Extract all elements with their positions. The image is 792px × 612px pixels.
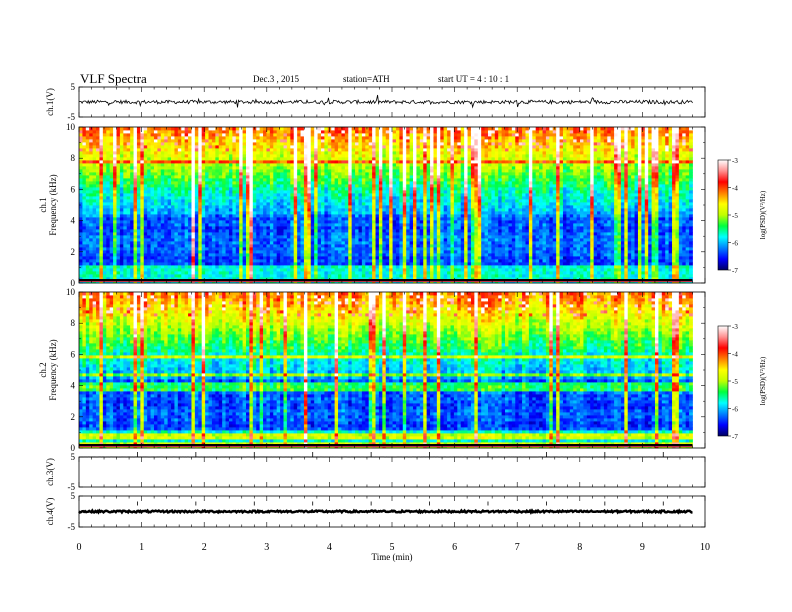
low-frequency-band [79,444,693,447]
low-frequency-band [79,279,693,282]
y-tick-label: 2 [71,247,76,257]
y-tick-label: 5 [71,491,76,501]
y-tick-label: -5 [68,112,76,122]
panel-ch4-timeseries: 5 -5 ch.4(V) [45,491,706,532]
y-tick-label: 10 [66,287,76,297]
x-tick-label: 0 [77,542,82,553]
x-tick-label: 2 [202,542,207,553]
ch1-timeseries-line [78,94,693,109]
y-tick-label: 0 [71,443,76,453]
y-axis-label: Frequency (kHz) [48,339,58,400]
colorbar-gradient [717,325,729,437]
x-tick-label: 8 [577,542,582,553]
panel-ch2-spectrogram: 0 2 4 6 8 10 ch.2 Frequency (kHz) [38,287,706,453]
header-date: Dec.3 , 2015 [253,74,299,84]
y-axis-label: ch.1 [38,197,48,212]
colorbar-ch1: -3 -4 -5 -6 -7 log(PSD)(V²/Hz) [717,157,767,275]
y-tick-label: 10 [66,122,76,132]
y-tick-label: 5 [71,82,76,92]
colorbar-tick-label: -5 [732,378,738,386]
x-tick-label: 3 [264,542,269,553]
x-axis-label: Time (min) [372,552,413,562]
y-tick-label: -5 [68,482,76,492]
colorbar-gradient [717,159,729,271]
x-tick-label: 1 [139,542,144,553]
y-tick-label: 8 [71,318,76,328]
y-axis-label: ch.2 [38,362,48,377]
colorbar-tick-label: -3 [732,157,738,165]
x-tick-label: 9 [640,542,645,553]
y-axis-label: ch.1(V) [45,88,55,116]
colorbar-tick-label: -7 [732,267,738,275]
x-tick-label: 6 [452,542,457,553]
x-tick-label: 10 [700,542,710,553]
ch2-spectrogram-cells [79,292,693,449]
header-station: station=ATH [343,74,390,84]
y-tick-label: 0 [71,278,76,288]
y-tick-label: 5 [71,452,76,462]
y-tick-label: 4 [71,216,76,226]
y-tick-label: 4 [71,381,76,391]
x-tick-label: 5 [390,542,395,553]
panel-ch1-spectrogram: 0 2 4 6 8 10 ch.1 Frequency (kHz) [38,122,706,288]
colorbar-tick-label: -7 [732,433,738,441]
colorbar-tick-label: -4 [732,185,738,193]
colorbar-tick-label: -5 [732,212,738,220]
y-axis-label: Frequency (kHz) [48,174,58,235]
figure-title: VLF Spectra [80,71,147,86]
panel-ch1-timeseries: 5 -5 ch.1(V) [45,82,706,122]
x-tick-label: 4 [327,542,332,553]
ch1-spectrogram-cells [79,127,693,284]
x-tick-label: 7 [515,542,520,553]
panel-ch3-timeseries: 5 -5 ch.3(V) [45,452,706,492]
colorbar-tick-label: -6 [732,406,738,414]
colorbar-ch2: -3 -4 -5 -6 -7 log(PSD)(V²/Hz) [717,323,767,441]
y-tick-label: 8 [71,153,76,163]
colorbar-tick-label: -4 [732,351,738,359]
ch4-timeseries-line [78,508,693,515]
x-axis: 0 1 2 3 4 5 6 7 8 9 10 Time (min) [77,542,711,562]
y-tick-label: 6 [71,184,76,194]
y-axis-label: ch.3(V) [45,458,55,486]
y-axis-label: ch.4(V) [45,498,55,526]
header-start-time: start UT = 4 : 10 : 1 [438,74,509,84]
y-tick-label: 6 [71,349,76,359]
y-tick-label: 2 [71,412,76,422]
colorbar-tick-label: -6 [732,240,738,248]
colorbar-label: log(PSD)(V²/Hz) [759,356,767,405]
colorbar-tick-label: -3 [732,323,738,331]
y-tick-label: -5 [68,522,76,532]
colorbar-label: log(PSD)(V²/Hz) [759,190,767,239]
